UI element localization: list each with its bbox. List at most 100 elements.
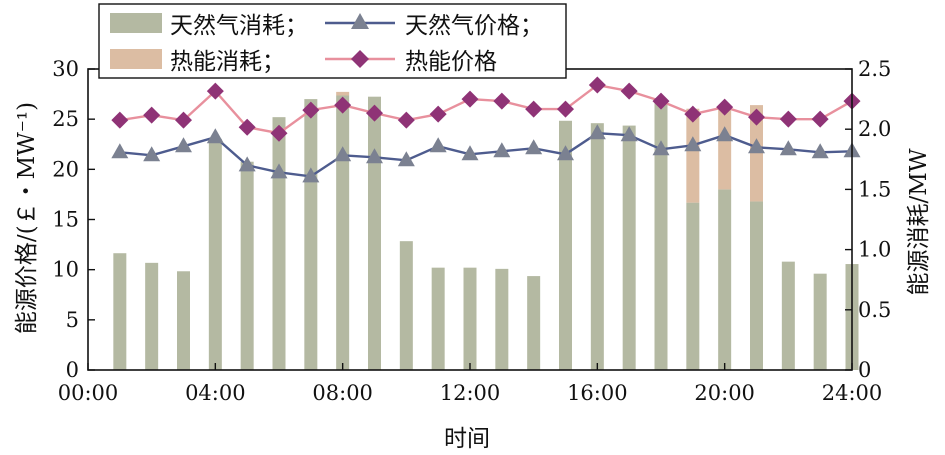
y-right-tick-label: 1.0	[858, 238, 891, 262]
gas-price-point	[684, 136, 702, 152]
gas-consumption-bar	[559, 120, 572, 370]
gas-consumption-bar	[208, 138, 222, 370]
legend: 天然气消耗； 天然气价格； 热能消耗； 热能价格	[98, 3, 567, 79]
y-axis-left-title: 能源价格/(￡・MW⁻¹)	[14, 102, 40, 334]
gas-price-point	[270, 163, 288, 179]
gas-price-point	[175, 137, 192, 153]
gas-price-point	[811, 143, 829, 159]
gas-price-point	[525, 139, 543, 155]
legend-marker-gas-price	[351, 13, 369, 29]
legend-marker-heat-price	[351, 50, 369, 68]
gas-consumption-bar	[813, 273, 827, 370]
heat-price-point	[397, 111, 415, 129]
legend-label-gas-consumption: 天然气消耗；	[170, 13, 308, 39]
gas-price-point	[652, 140, 670, 156]
x-tick-label: 12:00	[440, 381, 501, 405]
heat-price-point	[588, 76, 606, 94]
gas-consumption-bar	[272, 117, 286, 370]
heat-consumption-bar	[718, 108, 732, 190]
gas-consumption-bar	[368, 96, 381, 370]
gas-price-point	[779, 140, 797, 156]
gas-price-point	[461, 145, 479, 161]
gas-consumption-bar	[654, 102, 668, 370]
heat-price-point	[111, 111, 129, 129]
heat-price-point	[652, 92, 670, 110]
gas-consumption-bar	[113, 253, 127, 370]
gas-consumption-bar	[686, 202, 700, 370]
gas-consumption-bar	[622, 125, 636, 370]
legend-label-heat-consumption: 热能消耗；	[170, 49, 285, 75]
heat-price-point	[429, 105, 447, 123]
y-left-tick-label: 25	[52, 107, 79, 131]
gas-consumption-bar	[336, 95, 350, 370]
gas-consumption-bar	[750, 201, 763, 370]
y-right-tick-label: 2.5	[858, 57, 891, 81]
gas-price-point	[302, 167, 320, 183]
gas-price-point	[397, 151, 415, 167]
gas-price-point	[143, 146, 161, 162]
legend-label-gas-price: 天然气价格；	[405, 13, 543, 39]
gas-consumption-bar	[145, 262, 159, 370]
x-tick-label: 24:00	[822, 381, 883, 405]
heat-price-point	[811, 110, 829, 128]
legend-swatch-heat-consumption	[110, 49, 162, 69]
gas-price-point	[238, 156, 256, 172]
heat-price-point	[143, 106, 161, 124]
y-left-tick-label: 10	[52, 258, 79, 282]
gas-price-line	[119, 131, 853, 178]
gas-consumption-bar	[463, 267, 477, 370]
heat-price-point	[748, 108, 765, 126]
heat-consumption-bar	[336, 91, 350, 96]
x-tick-label: 16:00	[567, 381, 628, 405]
heat-price-point	[716, 98, 734, 116]
x-tick-label: 20:00	[694, 381, 755, 405]
heat-price-point	[684, 105, 702, 123]
gas-price-point	[716, 126, 734, 142]
legend-box	[98, 3, 567, 79]
heat-price-point	[493, 92, 511, 110]
heat-price-point	[206, 82, 224, 100]
x-tick-label: 08:00	[312, 381, 373, 405]
heat-price-point	[366, 104, 383, 122]
y-left-tick-label: 15	[52, 208, 79, 232]
heat-price-point	[525, 100, 543, 118]
heat-price-point	[302, 101, 320, 119]
heat-consumption-bar	[750, 105, 763, 202]
gas-consumption-bar	[590, 123, 604, 371]
y-right-tick-label: 2.0	[858, 117, 891, 141]
gas-price-point	[111, 143, 129, 159]
heat-price-point	[620, 82, 638, 100]
heat-consumption-bar	[686, 108, 700, 203]
y-left-tick-label: 5	[66, 308, 79, 332]
y-right-tick-label: 0	[858, 358, 871, 382]
gas-consumption-bar	[781, 261, 795, 370]
legend-label-heat-price: 热能价格	[405, 49, 497, 75]
heat-price-point	[175, 111, 192, 129]
gas-consumption-bar	[399, 241, 413, 370]
gas-price-point	[588, 124, 606, 140]
gas-consumption-bar	[527, 276, 541, 370]
heat-price-point	[238, 118, 256, 136]
legend-swatch-gas-consumption	[110, 13, 162, 33]
gas-price-point	[748, 138, 765, 154]
gas-consumption-bar	[177, 271, 190, 370]
gas-consumption-bar	[240, 161, 254, 370]
bar-layer	[113, 91, 859, 371]
heat-price-line	[119, 83, 853, 135]
gas-consumption-bar	[495, 268, 509, 370]
gas-price-point	[206, 128, 224, 144]
y-right-tick-label: 0.5	[858, 298, 891, 322]
gas-consumption-bar	[431, 267, 445, 370]
y-right-tick-label: 1.5	[858, 177, 891, 201]
tick-layer: 00:00 04:00 08:00 12:00 16:00 20:00 24:0005101…	[52, 57, 891, 405]
y-axis-right-title: 能源消耗/MW	[906, 148, 932, 295]
line-layer	[111, 76, 861, 183]
heat-price-point	[334, 96, 352, 114]
heat-price-point	[779, 110, 797, 128]
gas-price-point	[557, 145, 574, 161]
x-tick-label: 04:00	[185, 381, 246, 405]
y-left-tick-label: 30	[52, 57, 79, 81]
gas-price-point	[366, 148, 383, 164]
gas-price-point	[620, 126, 638, 142]
